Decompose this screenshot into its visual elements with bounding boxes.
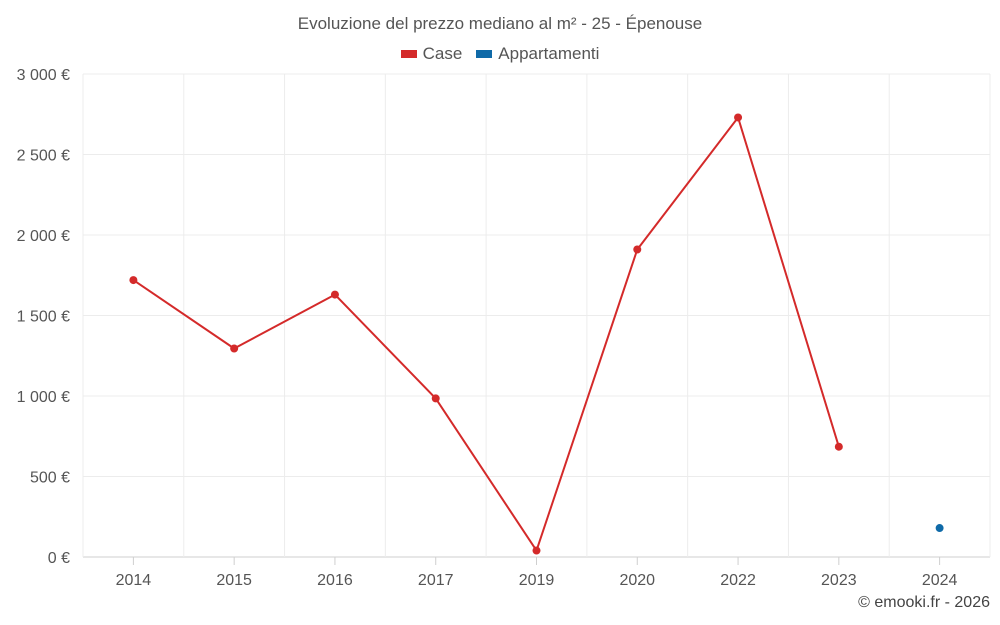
data-point-case: [734, 113, 743, 122]
y-tick-label: 1 000 €: [17, 389, 70, 406]
x-tick-label: 2024: [922, 572, 958, 589]
data-point-case: [431, 394, 440, 403]
y-tick-label: 2 500 €: [17, 148, 70, 165]
x-tick-label: 2017: [418, 572, 454, 589]
data-point-case: [532, 546, 541, 555]
x-tick-label: 2023: [821, 572, 857, 589]
legend-item-appartamenti[interactable]: Appartamenti: [476, 44, 599, 64]
y-tick-label: 1 500 €: [17, 309, 70, 326]
y-tick-label: 0 €: [48, 550, 70, 567]
x-tick-label: 2020: [619, 572, 655, 589]
y-tick-label: 500 €: [30, 470, 70, 487]
data-point-case: [633, 245, 642, 254]
credit-text: © emooki.fr - 2026: [858, 594, 990, 611]
data-point-case: [230, 344, 239, 353]
legend-item-case[interactable]: Case: [400, 44, 463, 64]
x-tick-label: 2014: [116, 572, 152, 589]
chart-title: Evoluzione del prezzo mediano al m² - 25…: [297, 14, 703, 33]
legend-label-appartamenti: Appartamenti: [498, 44, 600, 63]
data-point-case: [834, 442, 843, 451]
data-point-case: [129, 276, 138, 285]
data-point-case: [330, 290, 339, 299]
data-point-appartamenti: [935, 524, 944, 533]
y-tick-label: 3 000 €: [17, 67, 70, 84]
series-line-case: [132, 116, 840, 552]
x-tick-label: 2019: [519, 572, 555, 589]
x-tick-label: 2015: [216, 572, 252, 589]
chart-legend: Case Appartamenti: [0, 44, 1000, 64]
x-tick-label: 2016: [317, 572, 353, 589]
legend-swatch-case: [400, 50, 417, 58]
legend-swatch-appartamenti: [476, 50, 493, 58]
legend-label-case: Case: [422, 44, 463, 63]
y-tick-label: 2 000 €: [17, 228, 70, 245]
x-tick-label: 2022: [720, 572, 756, 589]
